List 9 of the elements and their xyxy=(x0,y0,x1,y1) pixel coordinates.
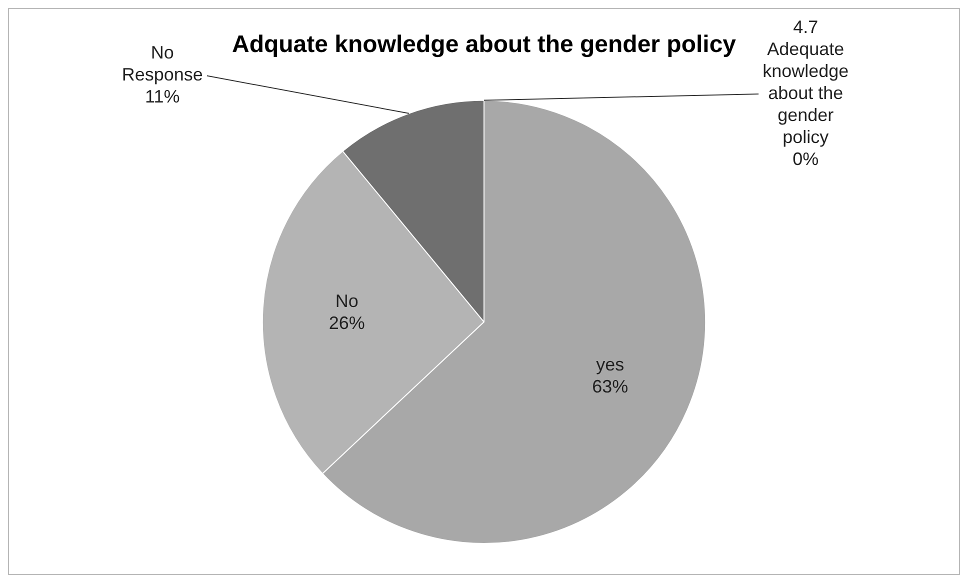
data-label: 11% xyxy=(145,86,180,107)
slice-label: No xyxy=(335,291,358,312)
chart-title: Adquate knowledge about the gender policy xyxy=(232,31,737,58)
category-label: 4.7 Adequate knowledge about the gender policy xyxy=(762,16,849,147)
slice-label: yes xyxy=(596,354,624,374)
slice-label: No Response xyxy=(122,42,203,85)
data-label: 26% xyxy=(328,313,365,334)
data-label: 63% xyxy=(592,376,628,396)
text: 0% xyxy=(792,148,819,169)
